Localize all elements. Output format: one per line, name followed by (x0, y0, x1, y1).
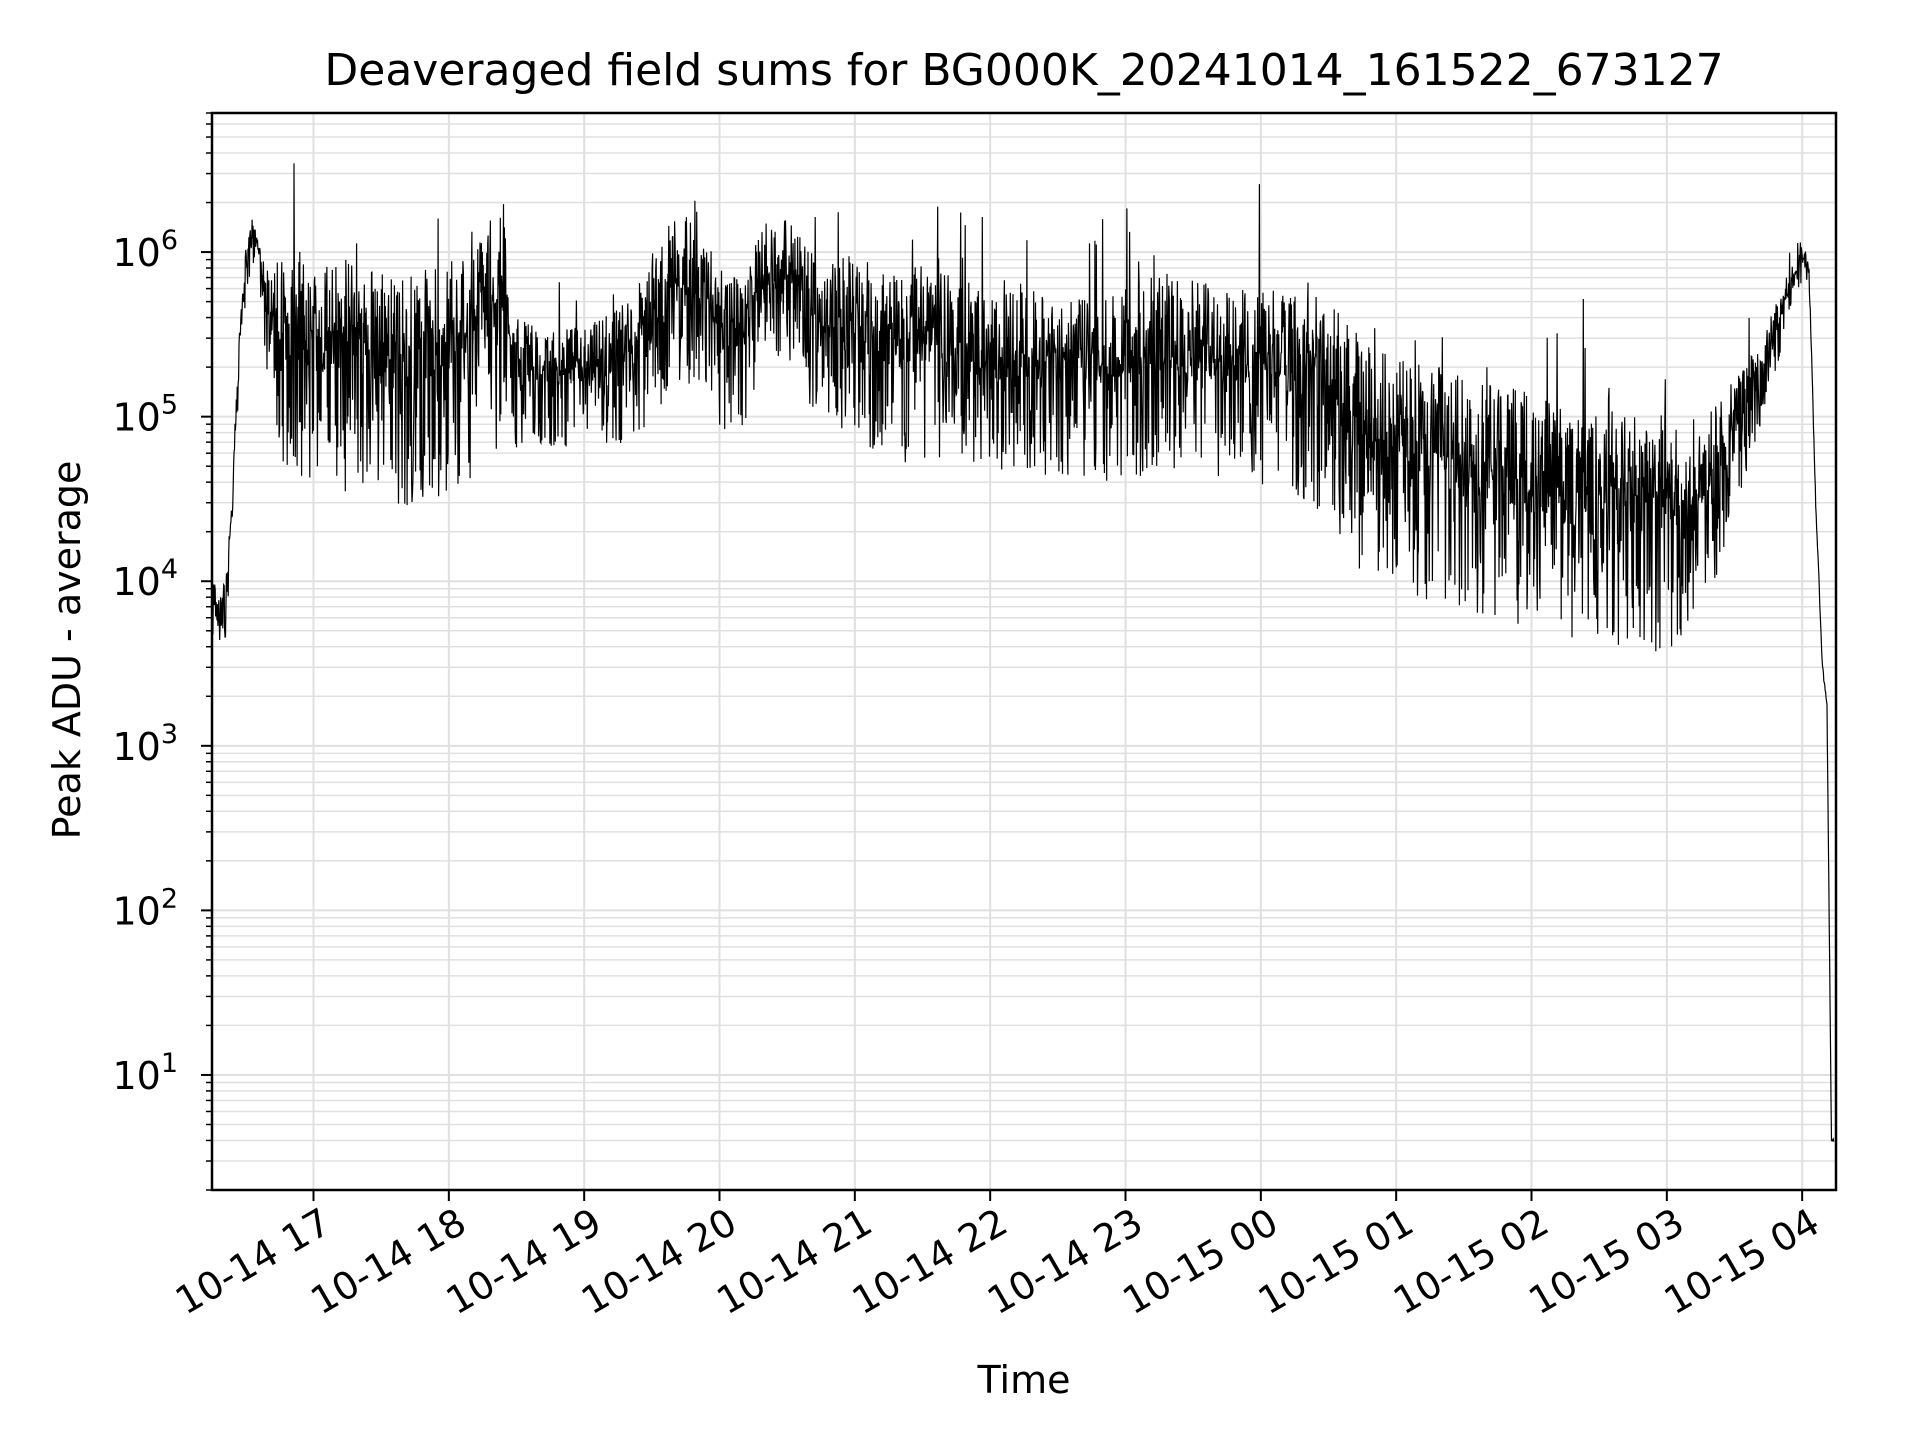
series-line (211, 163, 1835, 1143)
y-tick-label: 102 (112, 883, 178, 933)
series-layer (211, 163, 1835, 1143)
grid-lines (212, 112, 1836, 1191)
chart-title: Deaveraged field sums for BG000K_2024101… (324, 45, 1723, 96)
y-tick-label: 106 (112, 225, 178, 275)
y-tick-label: 105 (112, 390, 178, 440)
y-tick-label: 104 (112, 554, 178, 604)
y-tick-label: 103 (112, 719, 178, 769)
y-axis-label: Peak ADU - average (45, 461, 89, 840)
y-tick-label: 101 (112, 1048, 178, 1098)
x-axis-label: Time (977, 1358, 1071, 1402)
plot-frame (210, 111, 1838, 1192)
